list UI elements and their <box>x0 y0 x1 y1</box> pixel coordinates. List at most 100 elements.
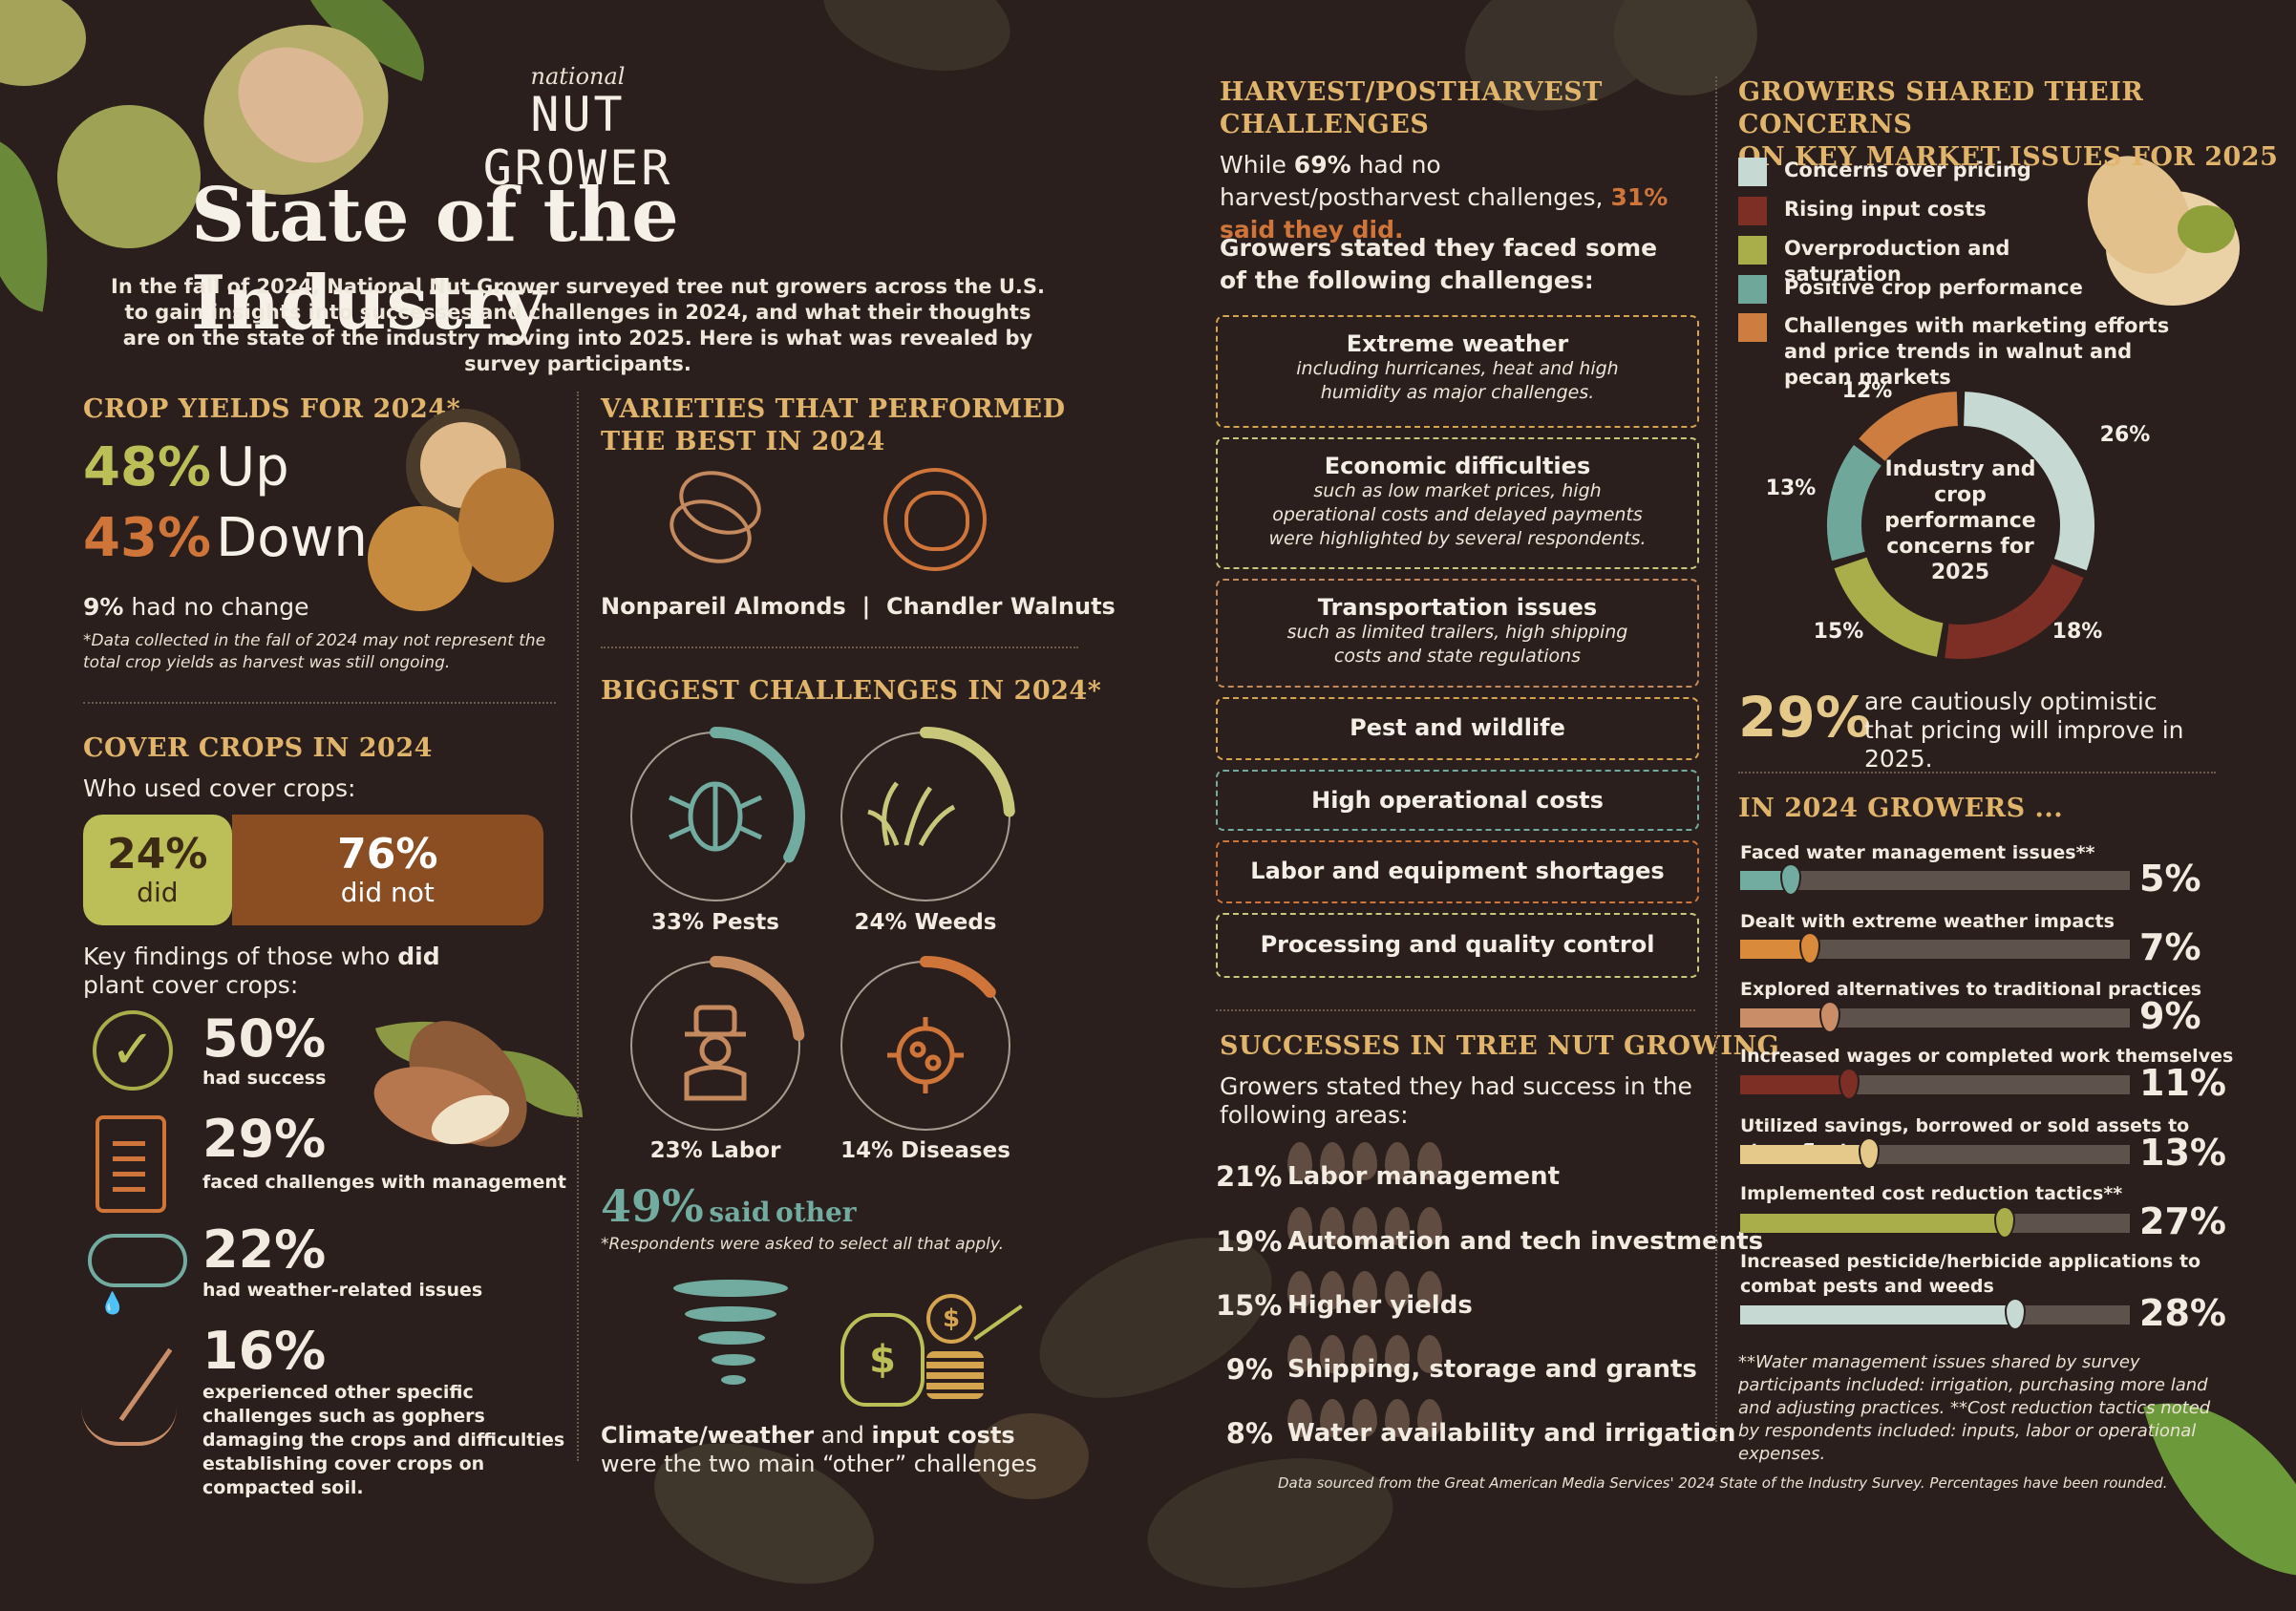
success-label: Automation and tech investments <box>1287 1227 1764 1256</box>
almond-icon <box>1385 1207 1410 1245</box>
cover-crops-title: COVER CROPS IN 2024 <box>83 733 433 763</box>
legend-swatch <box>1738 275 1767 304</box>
almond-icon <box>1417 1207 1442 1245</box>
grower-bar-fill <box>1740 940 1809 959</box>
legend-label: Concerns over pricing <box>1784 159 2031 181</box>
crop-up: 48% Up <box>83 439 289 497</box>
page-title: State of the Industry <box>191 172 679 347</box>
cover-crops-did: 24% did <box>83 815 232 925</box>
ring-value-arc <box>920 727 1015 817</box>
clipboard-lines <box>113 1141 145 1193</box>
almond-icon <box>660 459 774 575</box>
grower-bar-pct: 5% <box>2139 858 2201 900</box>
success-label: Labor management <box>1287 1162 1561 1191</box>
donut-label: 13% <box>1766 477 1817 500</box>
findings-intro-c: plant cover crops: <box>83 971 299 999</box>
donut-slice <box>1827 445 1882 562</box>
cover-crops-did-pct: 24% <box>107 830 208 879</box>
finding-pct: 16% <box>202 1321 327 1381</box>
challenge-label-weeds: 24% Weeds <box>854 910 997 935</box>
harvest-box-title: High operational costs <box>1311 787 1604 814</box>
harvest-box: Transportation issues such as limited tr… <box>1216 579 1699 688</box>
weeds-icon <box>867 781 956 847</box>
optimistic-pct: 29% <box>1738 685 1871 750</box>
harvest-box-title: Extreme weather <box>1346 330 1569 357</box>
varieties-title-2: THE BEST IN 2024 <box>601 427 885 456</box>
varieties-title: VARIETIES THAT PERFORMED THE BEST IN 202… <box>601 393 1066 458</box>
harvest-intro: Growers stated they faced some of the fo… <box>1220 234 1658 294</box>
grower-bar-pct: 11% <box>2139 1062 2226 1104</box>
legend-swatch <box>1738 236 1767 265</box>
grower-bar-fill <box>1740 1214 2004 1233</box>
brand-main: NUT GROWER <box>482 87 673 196</box>
ring-value-arc <box>710 727 805 863</box>
donut-label: 12% <box>1842 379 1893 403</box>
cover-crops-did-label: did <box>137 877 179 908</box>
harvest-box-title: Processing and quality control <box>1260 931 1655 958</box>
grower-bar-fill <box>1740 1145 1867 1164</box>
crop-note: *Data collected in the fall of 2024 may … <box>83 631 546 672</box>
ring-pests <box>630 727 805 901</box>
legend-label: Positive crop performance <box>1784 276 2083 299</box>
cover-findings-intro: Key findings of those who did plant cove… <box>83 943 503 1000</box>
donut-label: 26% <box>2100 423 2151 447</box>
finding-text-b: other <box>334 1382 391 1403</box>
harvest-box: High operational costs <box>1216 770 1699 831</box>
harvest-a: While <box>1220 151 1294 179</box>
harvest-31: 31% said they did. <box>1220 183 1669 244</box>
almond-icon <box>1417 1335 1442 1373</box>
cover-crops-not: 76% did not <box>231 815 543 925</box>
grower-bar-pct: 7% <box>2139 926 2201 968</box>
harvest-box-title: Pest and wildlife <box>1350 714 1565 741</box>
grower-bar-label: Implemented cost reduction tactics** <box>1740 1183 2123 1204</box>
harvest-69: 69% <box>1293 151 1351 179</box>
ring-value-arc <box>920 956 996 998</box>
almond-icon <box>1287 1207 1312 1245</box>
almond-icon <box>1320 1142 1345 1180</box>
harvest-box-title: Economic difficulties <box>1324 453 1591 479</box>
footer-and: and <box>814 1422 872 1449</box>
donut-center-text: Industry and crop performance concerns f… <box>1884 457 2036 584</box>
challenge-label-labor: 23% Labor <box>649 1138 781 1163</box>
legend-label: Rising input costs <box>1784 198 1987 221</box>
almond-icon <box>1320 1271 1345 1309</box>
bug-icon <box>668 781 763 852</box>
finding-pct: 22% <box>202 1219 327 1280</box>
legend-swatch <box>1738 158 1767 186</box>
finding-text: had weather-related issues <box>202 1280 483 1301</box>
almond-icon <box>1352 1335 1377 1373</box>
divider <box>83 702 556 704</box>
success-pct: 21% <box>1216 1160 1283 1193</box>
variety-almonds: Nonpareil Almonds <box>601 593 846 620</box>
growers-title: IN 2024 GROWERS ... <box>1738 794 2064 823</box>
success-label: Water availability and irrigation <box>1287 1419 1736 1448</box>
drop-icon <box>1799 932 1821 964</box>
growers-note: **Water management issues shared by surv… <box>1738 1352 2211 1464</box>
grower-bar-pct: 13% <box>2139 1132 2226 1174</box>
donut-slice <box>1859 392 1959 462</box>
finding-text: had success <box>202 1068 327 1089</box>
grower-bar-track <box>1740 1137 2130 1170</box>
grower-bar-label: Dealt with extreme weather impacts <box>1740 911 2115 932</box>
almond-icon <box>1320 1399 1345 1437</box>
biggest-challenges-title: BIGGEST CHALLENGES IN 2024* <box>601 676 1102 706</box>
divider <box>1738 772 2216 774</box>
legend-item: Challenges with marketing efforts and pr… <box>1738 313 2178 391</box>
success-label: Higher yields <box>1287 1291 1473 1320</box>
ring-diseases <box>840 956 1010 1131</box>
harvest-title-2: CHALLENGES <box>1220 110 1430 139</box>
success-pct: 8% <box>1225 1417 1273 1450</box>
grower-bar-fill <box>1740 1008 1828 1028</box>
divider <box>601 647 1078 648</box>
money-bag-icon: $ $ <box>840 1294 1023 1407</box>
donut-label: 18% <box>2052 620 2103 644</box>
legend-item: Positive crop performance <box>1738 275 2101 304</box>
ring-weeds <box>840 727 1015 901</box>
harvest-title: HARVEST/POSTHARVEST CHALLENGES <box>1220 76 1603 141</box>
grower-bar-pct: 9% <box>2139 995 2201 1037</box>
legend-swatch <box>1738 197 1767 225</box>
legend-label: Overproduction and saturation <box>1784 237 2010 286</box>
cover-crops-question: Who used cover crops: <box>83 774 356 802</box>
other-word: other <box>776 1197 857 1228</box>
donut-slice <box>1834 557 1944 657</box>
